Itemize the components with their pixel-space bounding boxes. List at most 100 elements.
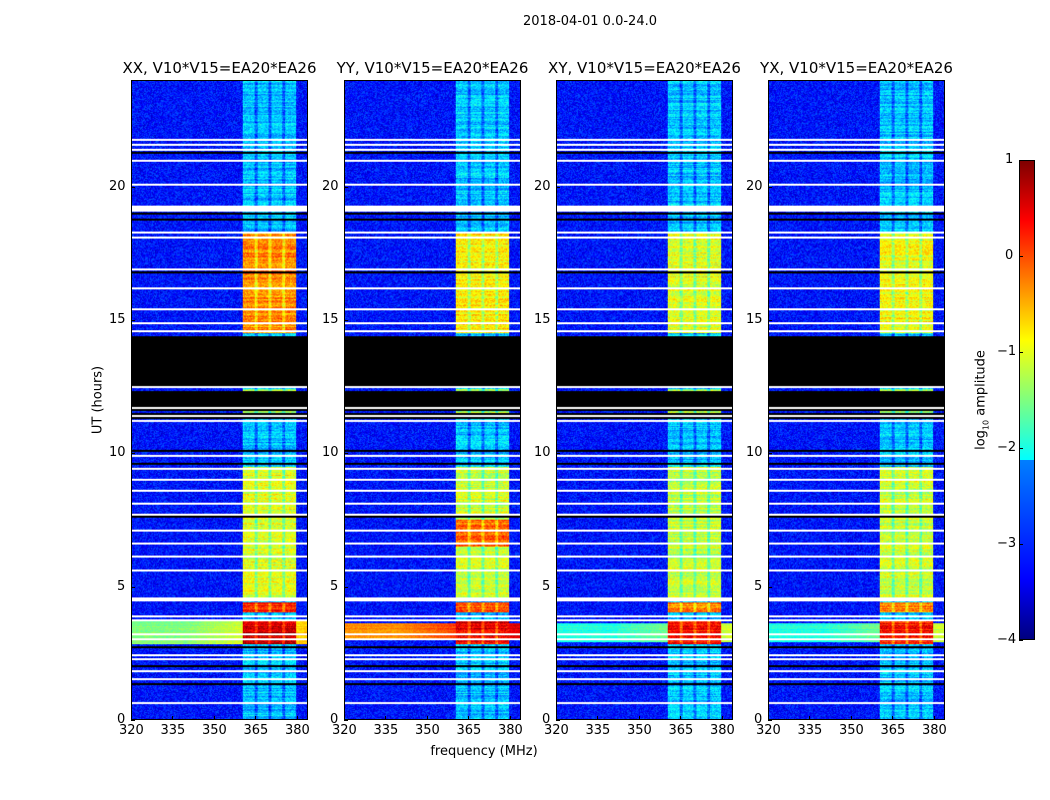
y-tick-label: 5 [117, 578, 126, 594]
heatmap-image [345, 81, 520, 719]
y-tick-mark [556, 586, 560, 588]
heatmap-image [769, 81, 944, 719]
y-tick-mark [768, 720, 772, 721]
x-tick-mark [344, 716, 345, 720]
x-tick-label: 335 [585, 723, 611, 738]
heatmap-image [132, 81, 307, 719]
panel-title: YY, V10*V15=EA20*EA26 [336, 59, 529, 77]
y-tick-label: 0 [542, 712, 551, 727]
y-tick-mark [344, 186, 348, 188]
x-tick-label: 365 [243, 723, 269, 738]
colorbar-tick-label: −1 [997, 344, 1017, 359]
x-tick-mark [933, 716, 935, 720]
y-tick-mark [556, 320, 560, 321]
heatmap-panel [556, 80, 733, 720]
y-tick-mark [131, 320, 135, 321]
x-tick-label: 350 [414, 723, 440, 738]
panel-title: XY, V10*V15=EA20*EA26 [548, 59, 741, 77]
x-tick-mark [809, 716, 811, 720]
y-tick-mark [768, 320, 772, 321]
y-tick-mark [131, 453, 135, 455]
colorbar-tick-mark [1019, 352, 1023, 353]
y-tick-label: 5 [754, 578, 763, 594]
y-tick-mark [344, 320, 348, 321]
y-tick-mark [344, 720, 348, 721]
colorbar-tick-label: −3 [997, 536, 1017, 551]
colorbar-tick-mark [1019, 256, 1023, 257]
x-tick-mark [255, 716, 257, 720]
x-tick-label: 365 [880, 723, 906, 738]
x-tick-label: 320 [544, 723, 569, 738]
y-tick-label: 15 [109, 312, 126, 327]
x-tick-mark [597, 716, 599, 720]
figure-title: 2018-04-01 0.0-24.0 [523, 14, 657, 29]
x-tick-label: 320 [756, 723, 781, 738]
colorbar-tick-mark [1019, 640, 1023, 641]
x-tick-mark [556, 716, 557, 720]
y-tick-label: 10 [746, 445, 763, 461]
x-tick-mark [680, 716, 682, 720]
x-tick-label: 380 [709, 723, 735, 738]
y-tick-mark [556, 453, 560, 455]
x-tick-label: 320 [332, 723, 357, 738]
y-tick-label: 10 [322, 445, 339, 461]
colorbar [1019, 160, 1035, 640]
x-tick-label: 380 [284, 723, 310, 738]
y-tick-mark [768, 586, 772, 588]
x-tick-mark [131, 716, 132, 720]
y-tick-mark [344, 586, 348, 588]
panel-title: XX, V10*V15=EA20*EA26 [122, 59, 317, 77]
x-tick-label: 380 [921, 723, 947, 738]
x-axis-label: frequency (MHz) [430, 744, 538, 759]
colorbar-tick-mark [1019, 448, 1023, 449]
heatmap-image [557, 81, 732, 719]
y-tick-label: 20 [109, 178, 126, 194]
x-tick-mark [892, 716, 894, 720]
heatmap-panel [768, 80, 945, 720]
y-tick-label: 15 [746, 312, 763, 327]
y-tick-label: 10 [534, 445, 551, 461]
y-tick-label: 0 [117, 712, 126, 727]
x-tick-label: 350 [626, 723, 652, 738]
x-tick-mark [509, 716, 511, 720]
panel-title: YX, V10*V15=EA20*EA26 [760, 59, 953, 77]
y-tick-mark [131, 720, 135, 721]
colorbar-label: log10 amplitude [973, 350, 991, 450]
x-tick-mark [385, 716, 387, 720]
x-tick-mark [426, 716, 428, 720]
x-tick-mark [850, 716, 852, 720]
y-tick-mark [768, 453, 772, 455]
x-tick-label: 335 [160, 723, 186, 738]
x-tick-label: 350 [838, 723, 864, 738]
y-tick-label: 5 [330, 578, 339, 594]
x-tick-label: 350 [201, 723, 227, 738]
y-tick-mark [768, 186, 772, 188]
y-tick-label: 0 [754, 712, 763, 727]
y-tick-mark [131, 186, 135, 188]
x-tick-label: 335 [373, 723, 399, 738]
x-tick-mark [213, 716, 215, 720]
colorbar-tick-label: −2 [997, 440, 1017, 455]
x-tick-mark [296, 716, 298, 720]
y-tick-mark [344, 453, 348, 455]
colorbar-tick-mark [1019, 160, 1023, 161]
colorbar-tick-label: −4 [997, 632, 1017, 647]
y-tick-label: 20 [534, 178, 551, 194]
y-tick-label: 20 [746, 178, 763, 194]
x-tick-label: 380 [497, 723, 523, 738]
colorbar-tick-mark [1019, 544, 1023, 545]
x-tick-label: 335 [797, 723, 823, 738]
y-tick-label: 10 [109, 445, 126, 461]
y-tick-label: 15 [322, 312, 339, 327]
y-axis-label: UT (hours) [90, 365, 106, 435]
x-tick-mark [768, 716, 769, 720]
y-tick-mark [131, 586, 135, 588]
x-tick-mark [468, 716, 470, 720]
heatmap-panel [131, 80, 308, 720]
colorbar-tick-label: 0 [1005, 248, 1014, 263]
x-tick-mark [638, 716, 640, 720]
y-tick-label: 5 [542, 578, 551, 594]
y-tick-label: 15 [534, 312, 551, 327]
y-tick-label: 0 [330, 712, 339, 727]
